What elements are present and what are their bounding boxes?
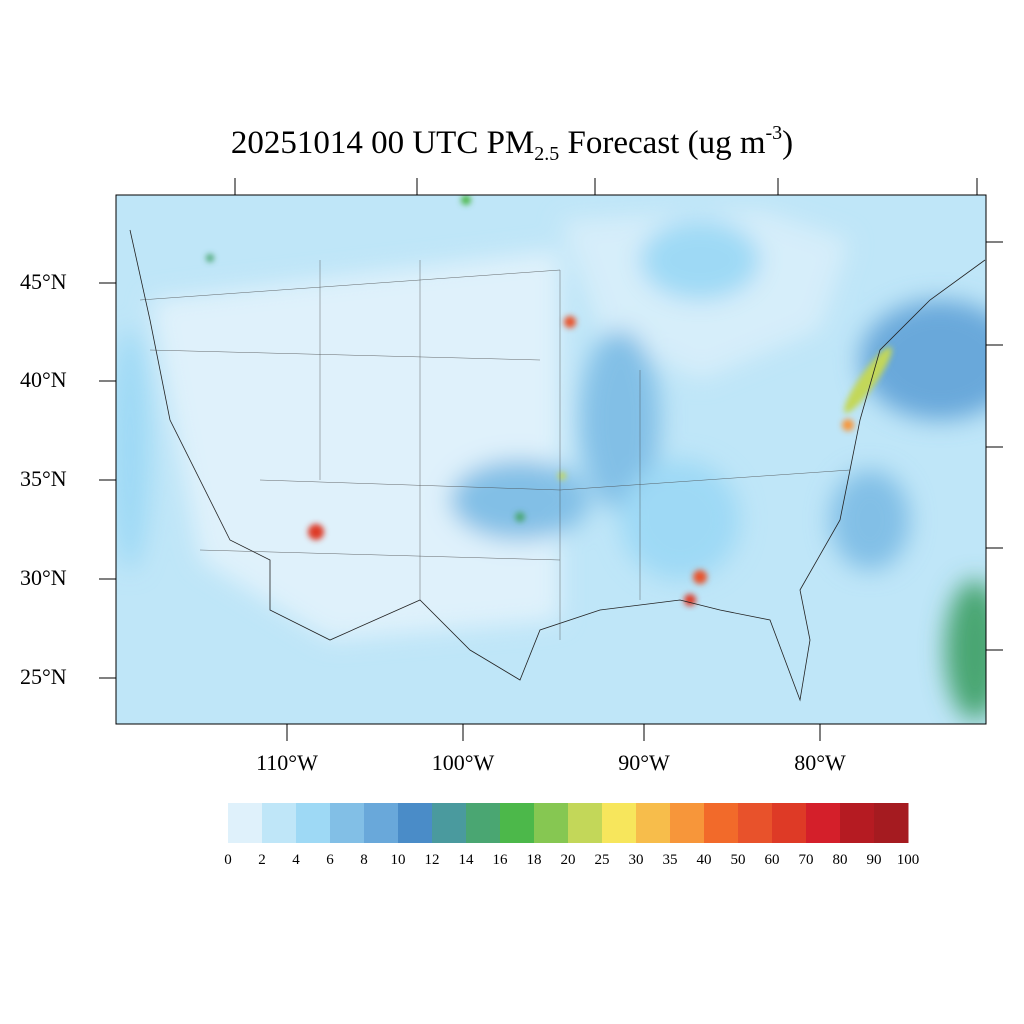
colorbar-swatch (840, 803, 875, 843)
colorbar-label: 40 (696, 852, 712, 868)
colorbar-label: 35 (662, 852, 678, 868)
colorbar-label: 70 (798, 852, 814, 868)
colorbar-label: 50 (730, 852, 746, 868)
colorbar-label: 20 (560, 852, 576, 868)
colorbar-label: 80 (832, 852, 848, 868)
colorbar-swatch (806, 803, 841, 843)
colorbar-swatch (330, 803, 365, 843)
colorbar (228, 803, 909, 843)
colorbar-swatch (262, 803, 297, 843)
colorbar-swatch (398, 803, 433, 843)
lon-label: 100°W (431, 750, 495, 775)
colorbar-swatch (534, 803, 569, 843)
lat-label: 35°N (20, 466, 67, 491)
colorbar-swatch (466, 803, 501, 843)
colorbar-label: 25 (594, 852, 610, 868)
colorbar-swatch (636, 803, 671, 843)
lon-label: 90°W (618, 750, 670, 775)
colorbar-label: 12 (424, 852, 440, 868)
colorbar-label: 30 (628, 852, 644, 868)
colorbar-swatch (670, 803, 705, 843)
lat-label: 30°N (20, 565, 67, 590)
colorbar-label: 10 (390, 852, 406, 868)
colorbar-swatch (364, 803, 399, 843)
lat-label: 45°N (20, 269, 67, 294)
lat-label: 25°N (20, 664, 67, 689)
colorbar-label: 60 (764, 852, 780, 868)
colorbar-swatch (602, 803, 637, 843)
map-frame (115, 194, 987, 725)
colorbar-swatch (772, 803, 807, 843)
colorbar-label: 0 (224, 852, 232, 868)
state-borders (139, 260, 851, 640)
colorbar-label: 100 (896, 852, 920, 868)
colorbar-label: 4 (292, 852, 300, 868)
colorbar-swatch (296, 803, 331, 843)
colorbar-swatch (704, 803, 739, 843)
lon-label: 110°W (256, 750, 318, 775)
colorbar-label: 14 (458, 852, 474, 868)
colorbar-label: 8 (360, 852, 368, 868)
concentration-field (116, 195, 986, 724)
lat-label: 40°N (20, 367, 67, 392)
colorbar-label: 16 (492, 852, 508, 868)
colorbar-swatch (738, 803, 773, 843)
colorbar-label: 90 (866, 852, 882, 868)
colorbar-swatch (568, 803, 603, 843)
colorbar-label: 2 (258, 852, 266, 868)
map-title: 20251014 00 UTC PM2.5 Forecast (ug m-3) (230, 122, 794, 165)
lon-label: 80°W (794, 750, 846, 775)
colorbar-swatch (500, 803, 535, 843)
colorbar-swatch (874, 803, 909, 843)
colorbar-label: 6 (326, 852, 334, 868)
axis-ticks (99, 178, 1003, 741)
coastline (129, 229, 986, 702)
colorbar-swatch (228, 803, 263, 843)
colorbar-swatch (432, 803, 467, 843)
colorbar-label: 18 (526, 852, 542, 868)
